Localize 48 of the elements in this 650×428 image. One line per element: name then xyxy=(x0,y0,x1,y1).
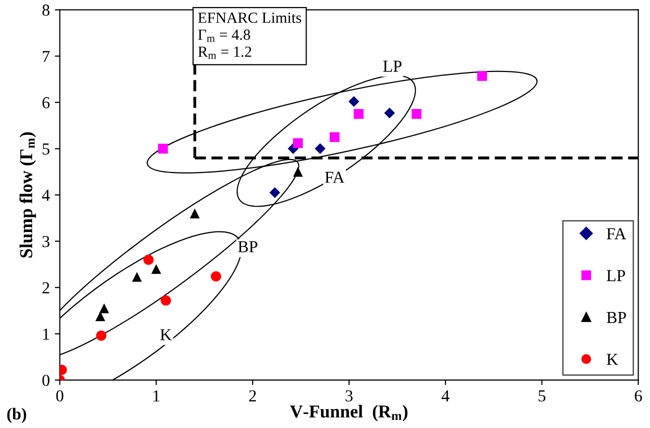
point xyxy=(160,295,172,306)
y-tick-label: 7 xyxy=(42,50,50,62)
y-tick-label: 8 xyxy=(42,4,50,16)
point xyxy=(143,254,154,265)
x-tick-label: 2 xyxy=(249,390,256,402)
y-tick-label: 1 xyxy=(43,328,50,340)
y-tick-label: 3 xyxy=(42,236,50,248)
x-tick-label: 1 xyxy=(154,390,160,402)
annotation: LP xyxy=(383,60,402,72)
point xyxy=(330,132,340,142)
point xyxy=(269,187,280,198)
point xyxy=(354,109,364,119)
y-tick-label: 5 xyxy=(42,144,50,155)
legend-label: K xyxy=(606,354,618,365)
point xyxy=(293,166,303,177)
text: (b) xyxy=(7,408,26,423)
annotation: FA xyxy=(325,172,345,183)
point xyxy=(477,71,488,81)
point xyxy=(190,208,200,218)
annotation: EFNARC Limits Γ$_{m}$ = 4.8 R$_{m}$ = 1.2 xyxy=(198,12,302,59)
point xyxy=(348,96,360,107)
x-tick-label: 5 xyxy=(538,390,546,402)
legend-label: BP xyxy=(606,312,626,324)
x-tick-label: 6 xyxy=(634,390,642,402)
legend-label: LP xyxy=(606,270,626,282)
x-tick-label: 3 xyxy=(346,390,353,402)
point xyxy=(293,138,303,148)
x-axis-title: V-Funnel (R$_{m}$) xyxy=(290,404,408,422)
annotation: K xyxy=(160,329,172,340)
annotation: BP xyxy=(238,241,258,252)
x-tick-label: 4 xyxy=(442,390,450,402)
point xyxy=(314,143,326,154)
legend-label: FA xyxy=(606,228,626,240)
x-tick-label: 0 xyxy=(56,390,64,402)
point xyxy=(151,264,162,274)
point xyxy=(158,144,168,154)
point xyxy=(384,108,395,118)
y-tick-label: 6 xyxy=(42,97,50,108)
point xyxy=(210,271,222,282)
y-axis-title: Slump flow (Γ$_{m}$) xyxy=(19,132,36,258)
point xyxy=(99,303,110,314)
y-tick-label: 2 xyxy=(42,282,50,294)
point xyxy=(96,330,106,341)
point xyxy=(412,109,422,119)
point xyxy=(95,311,106,322)
y-tick-label: 4 xyxy=(42,190,50,201)
y-tick-label: 0 xyxy=(42,374,50,386)
point xyxy=(132,272,142,282)
